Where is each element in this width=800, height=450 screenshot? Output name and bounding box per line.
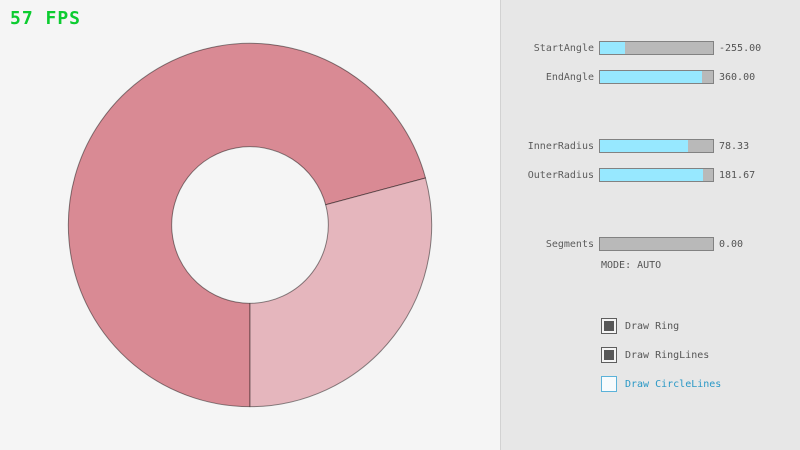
slider-row-segments: Segments 0.00 xyxy=(501,237,800,251)
inner-radius-label: InnerRadius xyxy=(527,141,594,152)
checkbox-label: Draw CircleLines xyxy=(625,378,722,390)
segments-value: 0.00 xyxy=(719,239,744,250)
fps-counter: 57 FPS xyxy=(10,8,82,29)
checkbox-draw-circle-lines[interactable]: Draw CircleLines xyxy=(601,376,721,392)
checkbox-box-icon[interactable] xyxy=(601,347,617,363)
slider-row-inner-radius: InnerRadius 78.33 xyxy=(501,139,800,153)
slider-row-end-angle: EndAngle 360.00 xyxy=(501,70,800,84)
end-angle-label: EndAngle xyxy=(545,72,594,83)
slider-fill xyxy=(600,71,702,83)
checkbox-draw-ring-lines[interactable]: Draw RingLines xyxy=(601,347,709,363)
segments-slider[interactable] xyxy=(599,237,714,251)
outer-radius-value: 181.67 xyxy=(719,170,756,181)
slider-fill xyxy=(600,169,703,181)
slider-row-outer-radius: OuterRadius 181.67 xyxy=(501,168,800,182)
slider-row-start-angle: StartAngle -255.00 xyxy=(501,41,800,55)
inner-radius-value: 78.33 xyxy=(719,141,750,152)
checkbox-label: Draw Ring xyxy=(625,320,680,332)
control-panel: StartAngle -255.00 EndAngle 360.00 Inner… xyxy=(500,0,800,450)
ring-sector-single xyxy=(249,177,433,408)
checkbox-draw-ring[interactable]: Draw Ring xyxy=(601,318,679,334)
checkbox-box-icon[interactable] xyxy=(601,376,617,392)
start-angle-slider[interactable] xyxy=(599,41,714,55)
start-angle-value: -255.00 xyxy=(719,43,762,54)
slider-fill xyxy=(600,140,689,152)
end-angle-value: 360.00 xyxy=(719,72,756,83)
outer-radius-slider[interactable] xyxy=(599,168,714,182)
segments-mode-text: MODE: AUTO xyxy=(601,260,662,271)
segments-label: Segments xyxy=(545,239,594,250)
inner-radius-slider[interactable] xyxy=(599,139,714,153)
checkmark-fill-icon xyxy=(604,350,614,360)
checkbox-label: Draw RingLines xyxy=(625,349,710,361)
checkbox-box-icon[interactable] xyxy=(601,318,617,334)
checkmark-fill-icon xyxy=(604,321,614,331)
slider-fill xyxy=(600,42,625,54)
ring-sector-overlap xyxy=(67,42,427,408)
end-angle-slider[interactable] xyxy=(599,70,714,84)
outer-radius-label: OuterRadius xyxy=(527,170,594,181)
start-angle-label: StartAngle xyxy=(533,43,594,54)
